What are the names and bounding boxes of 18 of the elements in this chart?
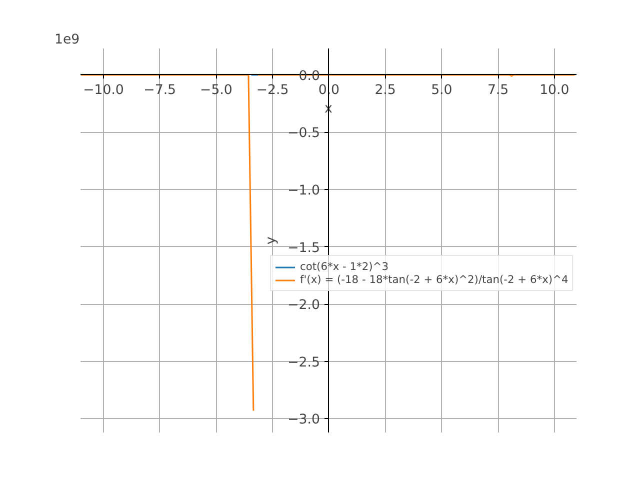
x-tick-label: 10.0 xyxy=(540,82,570,98)
y-tick-label: −2.0 xyxy=(288,298,320,314)
x-tick-label: 2.5 xyxy=(374,82,396,98)
legend-label: f'(x) = (-18 - 18*tan(-2 + 6*x)^2)/tan(-2 + 6*x)^4 xyxy=(300,273,568,286)
x-tick-label: −7.5 xyxy=(144,82,176,98)
x-tick-label: 5.0 xyxy=(431,82,452,98)
x-tick-label: 7.5 xyxy=(487,82,509,98)
x-tick-label: −5.0 xyxy=(200,82,232,98)
y-tick-label: −0.5 xyxy=(288,126,320,142)
legend-label: cot(6*x - 1*2)^3 xyxy=(300,260,389,273)
y-tick-label: −1.0 xyxy=(288,183,320,198)
x-tick-label: −2.5 xyxy=(256,82,289,98)
y-tick-label: −2.5 xyxy=(288,355,320,370)
y-tick-label: −1.5 xyxy=(288,240,320,256)
y-tick-label: −3.0 xyxy=(288,412,320,428)
y-axis-title: y xyxy=(264,236,280,244)
x-tick-label: −10.0 xyxy=(83,82,124,98)
text: 1e9 xyxy=(54,32,80,48)
